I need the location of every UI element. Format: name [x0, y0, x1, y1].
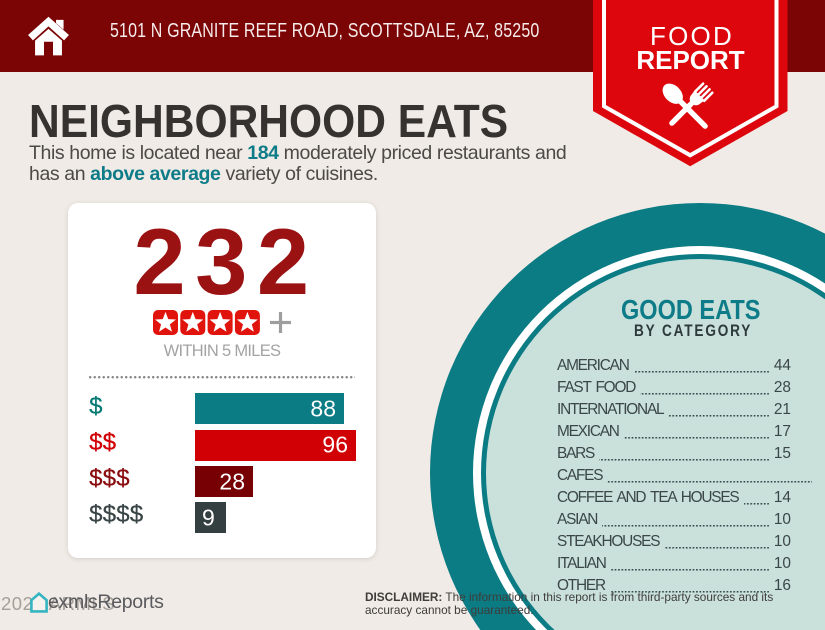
svg-text:REPORT: REPORT [636, 45, 744, 75]
svg-text:FOOD: FOOD [650, 21, 734, 51]
